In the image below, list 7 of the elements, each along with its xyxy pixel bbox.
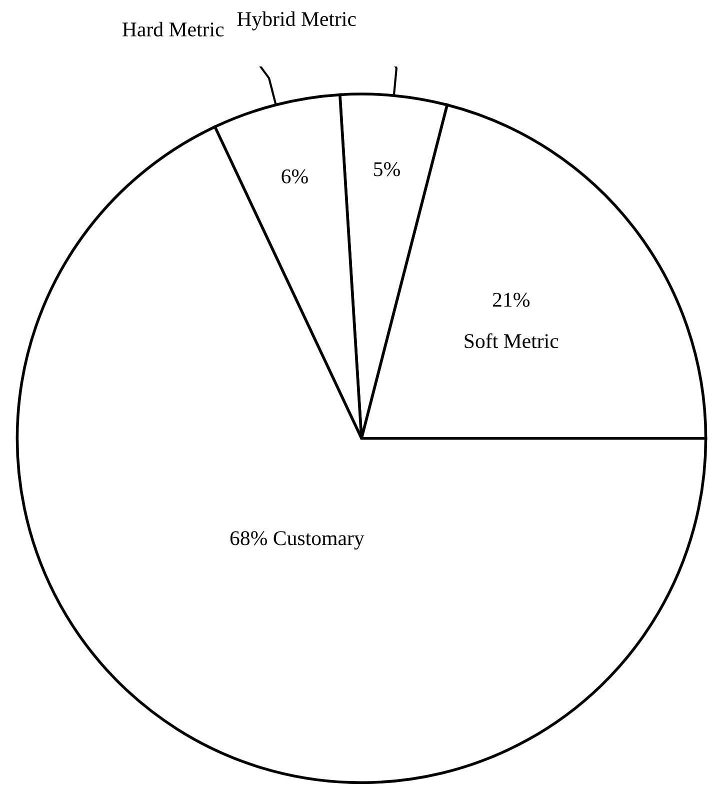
data-label: 5% (374, 162, 400, 176)
slice-label: Soft Metric (464, 333, 558, 348)
data-label: 21% (492, 292, 530, 307)
slice-label: Hybrid Metric (237, 11, 356, 30)
data-label: 6% (282, 169, 308, 184)
slice-label: 68% Customary (230, 531, 364, 550)
slice-label: Hard Metric (122, 22, 224, 37)
